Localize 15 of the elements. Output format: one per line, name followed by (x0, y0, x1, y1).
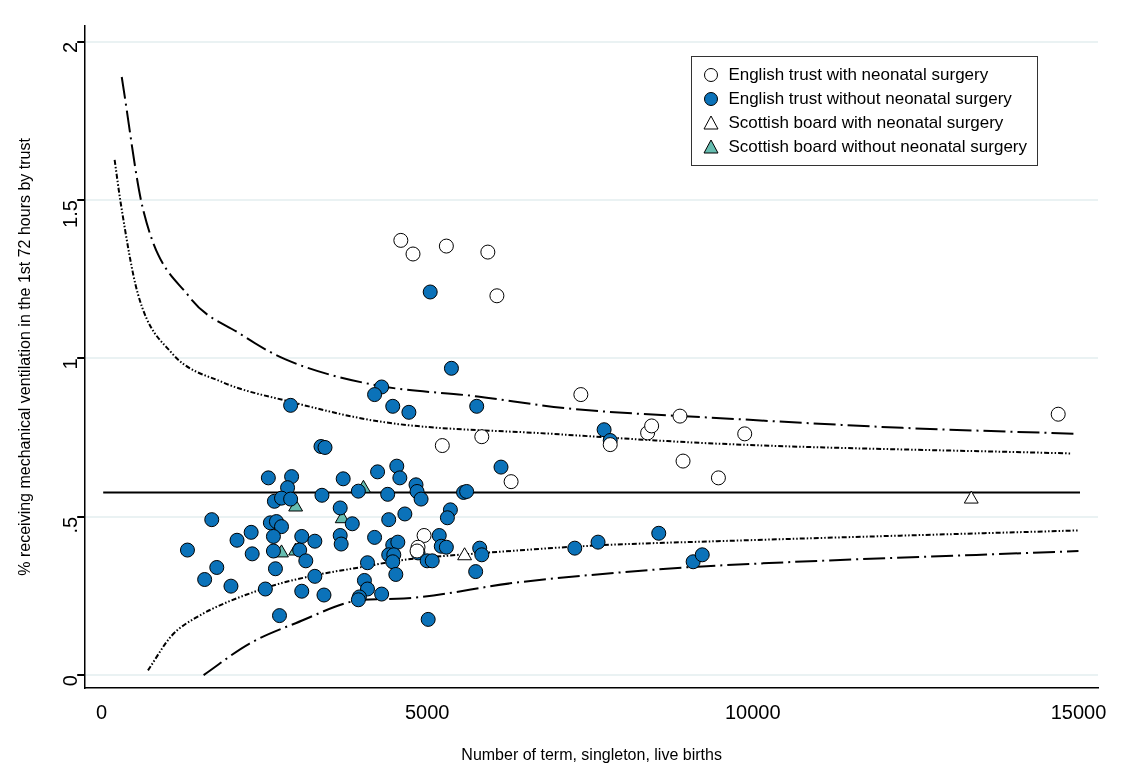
legend-label: Scottish board without neonatal surgery (728, 136, 1027, 158)
x-axis-title: Number of term, singleton, live births (461, 745, 722, 763)
y-tick-label: 1.5 (58, 200, 81, 228)
legend-label: Scottish board with neonatal surgery (728, 112, 1004, 134)
x-tick-label: 10000 (724, 701, 781, 724)
legend-label: English trust without neonatal surgery (728, 88, 1012, 110)
legend-label: English trust with neonatal surgery (728, 64, 989, 86)
y-tick-label: 0 (58, 675, 81, 687)
x-tick-label: 15000 (1050, 701, 1107, 724)
y-tick-label: 1 (58, 358, 81, 370)
y-tick-label: .5 (58, 516, 81, 534)
y-tick-label: 2 (58, 41, 81, 53)
y-axis-title: % receiving mechanical ventilation in the 1st 72 hours by trust (16, 137, 34, 576)
x-tick-label: 5000 (404, 701, 450, 724)
x-tick-label: 0 (95, 701, 108, 724)
